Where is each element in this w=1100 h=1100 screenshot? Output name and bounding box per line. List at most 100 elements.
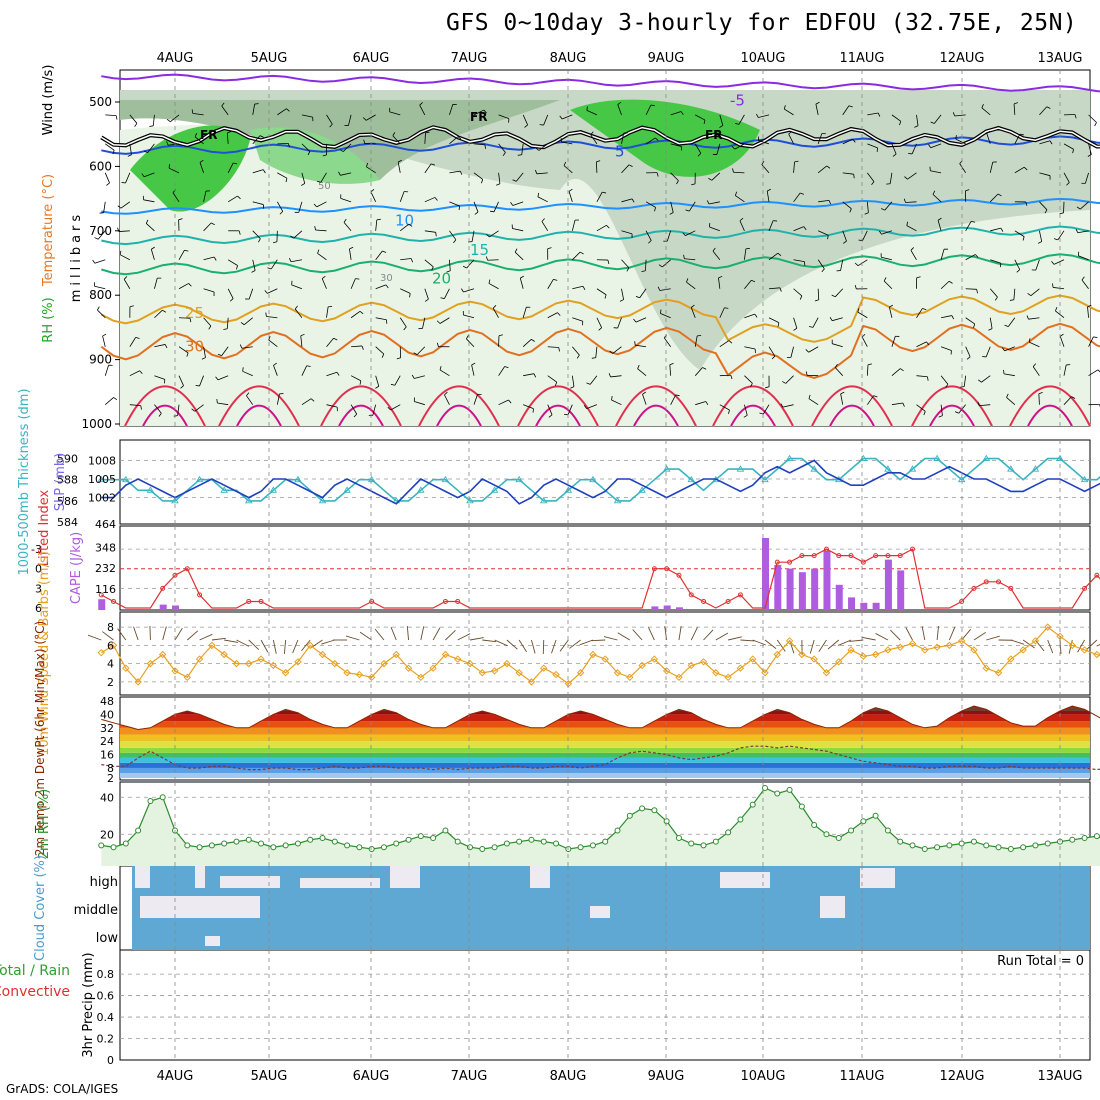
wind-barb (375, 250, 383, 261)
wind-barb (1078, 255, 1089, 261)
wind-barb (301, 172, 306, 184)
wind-barb-flag (97, 306, 100, 311)
wind-barb (617, 104, 622, 116)
wind-barb (150, 249, 155, 260)
wind-barb (172, 192, 180, 203)
cloud-level-label: low (96, 931, 119, 946)
wind10-point (257, 655, 265, 663)
wind-barb (521, 143, 524, 155)
wind-barb-flag (708, 177, 712, 181)
wind-barb (326, 338, 334, 347)
rh-point (848, 827, 855, 834)
wind-barb (840, 393, 844, 405)
wind-barb (397, 161, 401, 173)
wind-barb-flag (576, 354, 580, 359)
wind-barb-flag (1006, 393, 1009, 398)
wind-barb-flag (439, 365, 442, 371)
wind-barb (227, 162, 234, 174)
wind10-point (171, 667, 179, 675)
wind-barb (248, 288, 254, 300)
wind-barb (1084, 172, 1089, 184)
wind-barb (178, 375, 184, 386)
rh-point (233, 838, 240, 845)
wind-barb (1028, 317, 1040, 320)
wind-barb (981, 107, 991, 116)
wind-barb-flag (258, 238, 261, 243)
wind-barb-flag (1023, 166, 1028, 171)
wind-barb (147, 143, 155, 153)
temp-band (120, 721, 1090, 728)
wind-barb-flag (808, 326, 814, 328)
wind-barb-flag (937, 217, 942, 221)
wind-barb-flag (166, 141, 169, 146)
wind-barb (621, 133, 625, 144)
wind-barb (129, 337, 137, 347)
wind-barb-flag (732, 168, 734, 173)
wind10-barb (359, 631, 372, 641)
wind10-panel: 8 6 4 2 10m Wind Speed & Barbs (m/s) (37, 551, 1100, 756)
rh-point (135, 827, 142, 834)
wind-barb-flag (745, 247, 750, 250)
wind-barb (1039, 172, 1051, 177)
wind10-point (392, 650, 400, 659)
wind-barb-flag (648, 240, 652, 244)
wind-barb (326, 114, 333, 125)
thickness-point (589, 475, 597, 483)
wind-barb-flag (779, 287, 782, 292)
wind10-barb (827, 639, 840, 650)
wind-barb-flag (743, 414, 748, 418)
wind-barb-flag (598, 327, 602, 331)
li-point (98, 592, 104, 598)
wind-barb (610, 375, 622, 378)
wind-barb-flag (440, 297, 445, 299)
wind-barb (916, 308, 923, 318)
wind-barb-flag (353, 413, 358, 418)
wind-barb-flag (805, 349, 809, 353)
wind-barb-flag (945, 384, 949, 388)
wind-barb-flag (938, 415, 943, 418)
rh-point (774, 790, 781, 797)
wind-barb-flag (191, 109, 194, 114)
wind-barb (910, 250, 917, 260)
wind-barb-flag (385, 284, 389, 289)
li-point (737, 592, 743, 598)
thickness-point (195, 475, 204, 483)
wind10-point (367, 673, 376, 682)
wind-barb-flag (462, 265, 467, 269)
wind10-barb (133, 626, 139, 641)
wind-barb-flag (637, 364, 640, 369)
cape-bar (872, 602, 880, 610)
wind-barb-flag (264, 290, 268, 294)
wind-barb (538, 143, 548, 151)
wind-barb (965, 221, 972, 232)
wind-barb (178, 346, 189, 354)
rh-ylabel: 2m RH (%) (37, 789, 52, 860)
wind-barb (375, 346, 385, 355)
wind-barb (930, 170, 942, 174)
wind-barb (768, 346, 776, 357)
wind-barb-flag (102, 333, 107, 337)
wind10-barb (345, 635, 360, 641)
wind10-barb (849, 639, 864, 642)
rh-point (983, 842, 990, 849)
panel-wind (119, 611, 1091, 696)
thickness-tick: 586 (57, 495, 78, 508)
wind-barb (709, 226, 720, 232)
wind-barb-flag (504, 366, 509, 369)
wind-barb (94, 285, 106, 290)
rh-point (122, 840, 129, 847)
wind-barb-flag (927, 376, 929, 381)
wind-barb-flag (149, 125, 154, 127)
wind-barb (375, 317, 387, 321)
rh-point (221, 840, 228, 847)
wind-barb-flag (923, 411, 926, 416)
wind-barb (1080, 201, 1089, 210)
temp-band (120, 752, 1090, 758)
wind-barb-flag (777, 322, 780, 327)
rh-point (442, 827, 449, 834)
li-point (983, 579, 989, 585)
wind10-speed-line (100, 626, 1100, 685)
wind-barb-flag (676, 180, 679, 185)
cloud-block (590, 906, 610, 918)
wind10-point (417, 673, 425, 682)
